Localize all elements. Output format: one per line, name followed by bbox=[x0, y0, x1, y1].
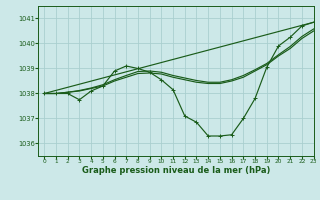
X-axis label: Graphe pression niveau de la mer (hPa): Graphe pression niveau de la mer (hPa) bbox=[82, 166, 270, 175]
